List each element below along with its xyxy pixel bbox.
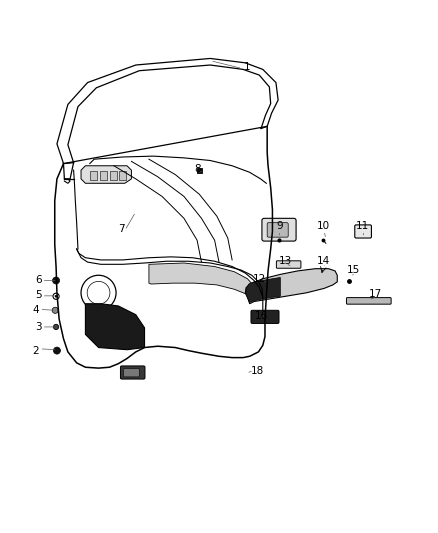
- Polygon shape: [85, 304, 145, 350]
- Text: 15: 15: [347, 265, 360, 275]
- Bar: [197, 167, 202, 173]
- Circle shape: [53, 324, 59, 329]
- Text: 2: 2: [32, 345, 39, 356]
- Bar: [90, 172, 97, 180]
- Text: 14: 14: [317, 256, 330, 266]
- FancyBboxPatch shape: [262, 219, 296, 241]
- Text: 13: 13: [279, 256, 292, 266]
- Polygon shape: [81, 166, 131, 183]
- Circle shape: [55, 295, 57, 297]
- Text: 17: 17: [369, 289, 382, 298]
- FancyBboxPatch shape: [120, 366, 145, 379]
- Circle shape: [53, 277, 60, 284]
- FancyBboxPatch shape: [124, 368, 139, 377]
- Text: 1: 1: [244, 62, 251, 72]
- Bar: [100, 172, 107, 180]
- FancyBboxPatch shape: [276, 261, 301, 268]
- Text: 12: 12: [253, 274, 266, 284]
- Text: 11: 11: [356, 221, 369, 231]
- Polygon shape: [245, 269, 337, 304]
- FancyBboxPatch shape: [251, 310, 279, 324]
- Text: 5: 5: [35, 290, 42, 300]
- Text: 7: 7: [118, 224, 125, 235]
- Text: 6: 6: [35, 274, 42, 285]
- FancyBboxPatch shape: [267, 223, 288, 237]
- Text: 8: 8: [194, 164, 201, 174]
- Text: 3: 3: [35, 322, 42, 332]
- Circle shape: [52, 307, 58, 313]
- Text: 4: 4: [32, 305, 39, 316]
- Text: 18: 18: [251, 366, 264, 376]
- Text: 16: 16: [255, 311, 268, 320]
- FancyBboxPatch shape: [346, 297, 391, 304]
- Polygon shape: [246, 278, 280, 302]
- Polygon shape: [149, 263, 256, 297]
- Text: 10: 10: [317, 221, 330, 231]
- Text: 9: 9: [276, 221, 283, 231]
- Bar: [110, 172, 117, 180]
- Bar: [119, 172, 126, 180]
- FancyBboxPatch shape: [355, 225, 371, 238]
- Circle shape: [53, 347, 60, 354]
